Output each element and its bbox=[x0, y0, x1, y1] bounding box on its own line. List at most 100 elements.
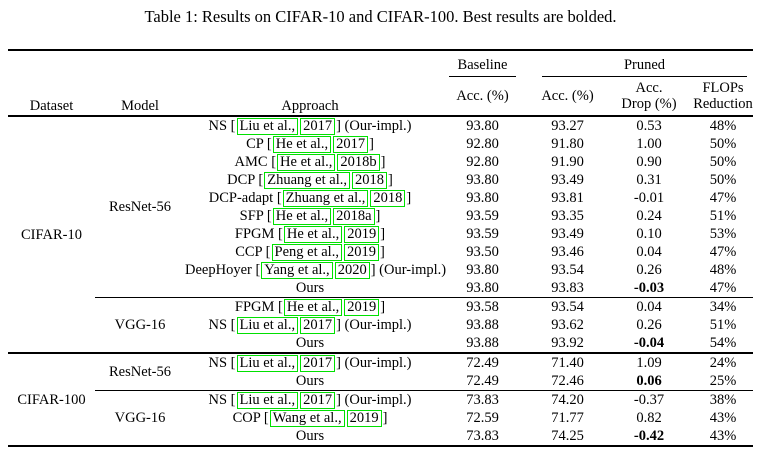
pruned-acc-cell: 93.35 bbox=[551, 208, 584, 224]
citation-author-link[interactable]: He et al., bbox=[272, 136, 332, 153]
citation-year-link[interactable]: 2018b bbox=[337, 154, 380, 171]
citation-author-link[interactable]: He et al., bbox=[283, 299, 343, 316]
baseline-acc-cell: 93.59 bbox=[466, 208, 499, 224]
acc-drop-cell: -0.42 bbox=[633, 428, 665, 444]
baseline-acc-cell: 72.59 bbox=[466, 410, 499, 426]
pruned-acc-cell: 71.77 bbox=[551, 410, 584, 426]
pruned-acc-cell: 93.81 bbox=[551, 190, 584, 206]
table-row: CP [He et al., 2017] 92.80 91.80 1.00 50% bbox=[8, 135, 753, 153]
table-row: DCP-adapt [Zhuang et al., 2018] 93.80 93.81… bbox=[8, 189, 753, 207]
acc-drop-cell: -0.01 bbox=[633, 190, 665, 206]
table-row: CIFAR-100 ResNet-56 NS [Liu et al., 2017] (… bbox=[8, 352, 754, 446]
flops-cell: 50% bbox=[709, 136, 737, 152]
citation-author-link[interactable]: Peng et al., bbox=[271, 244, 342, 261]
baseline-acc-cell: 73.83 bbox=[466, 428, 499, 444]
citation-author-link[interactable]: Liu et al., bbox=[236, 317, 299, 334]
baseline-acc-cell: 92.80 bbox=[466, 154, 499, 170]
approach-cell: AMC [He et al., 2018b] bbox=[234, 154, 386, 171]
dataset-cell: CIFAR-10 bbox=[21, 226, 82, 243]
citation-author-link[interactable]: Zhuang et al., bbox=[282, 190, 369, 207]
citation-year-link[interactable]: 2017 bbox=[300, 317, 336, 334]
citation-year-link[interactable]: 2018a bbox=[333, 208, 375, 225]
citation-author-link[interactable]: Zhuang et al., bbox=[264, 172, 350, 189]
pruned-acc-cell: 91.80 bbox=[551, 136, 584, 152]
citation-year-link[interactable]: 2018 bbox=[352, 172, 387, 189]
acc-drop-cell: -0.03 bbox=[633, 280, 665, 296]
approach-cell: Ours bbox=[295, 428, 325, 444]
acc-drop-cell: 0.26 bbox=[636, 262, 662, 278]
baseline-acc-cell: 93.58 bbox=[435, 297, 530, 316]
citation-year-link[interactable]: 2019 bbox=[343, 244, 379, 261]
flops-cell: 51% bbox=[709, 317, 737, 333]
citation-year-link[interactable]: 2020 bbox=[334, 262, 370, 279]
approach-cell: DCP [Zhuang et al., 2018] bbox=[227, 172, 393, 189]
approach-cell: CCP [Peng et al., 2019] bbox=[235, 244, 385, 261]
acc-drop-cell: -0.04 bbox=[633, 335, 665, 351]
table-row: FPGM [He et al., 2019] 93.59 93.49 0.10 53% bbox=[8, 225, 753, 243]
table-row: CCP [Peng et al., 2019] 93.50 93.46 0.04 47% bbox=[8, 243, 753, 261]
citation-year-link[interactable]: 2018 bbox=[370, 190, 406, 207]
approach-cell: FPGM [He et al., 2019] bbox=[185, 297, 435, 316]
citation-author-link[interactable]: Liu et al., bbox=[236, 355, 299, 372]
table-row: Ours 73.83 74.25 -0.42 43% bbox=[8, 427, 753, 446]
pruned-acc-cell: 74.25 bbox=[551, 428, 584, 444]
pruned-acc-cell: 71.40 bbox=[530, 352, 605, 372]
citation-author-link[interactable]: He et al., bbox=[272, 208, 332, 225]
approach-cell: Ours bbox=[295, 335, 325, 351]
col-header-approach: Approach bbox=[281, 98, 339, 114]
acc-drop-cell: 0.06 bbox=[636, 373, 662, 389]
flops-cell: 38% bbox=[693, 390, 754, 409]
flops-cell: 34% bbox=[693, 297, 754, 316]
table-caption: Table 1: Results on CIFAR-10 and CIFAR-1… bbox=[144, 7, 617, 26]
baseline-acc-cell: 93.50 bbox=[466, 244, 499, 260]
pruned-acc-cell: 72.46 bbox=[551, 373, 584, 389]
citation-author-link[interactable]: Liu et al., bbox=[236, 118, 299, 135]
table-body: CIFAR-10 ResNet-56 NS [Liu et al., 2017] (O… bbox=[8, 116, 754, 446]
approach-cell: NS [Liu et al., 2017] (Our-impl.) bbox=[208, 118, 412, 135]
acc-drop-cell: 0.90 bbox=[636, 154, 662, 170]
pruned-acc-cell: 93.54 bbox=[530, 297, 605, 316]
baseline-acc-cell: 93.59 bbox=[466, 226, 499, 242]
citation-author-link[interactable]: He et al., bbox=[277, 154, 336, 171]
citation-year-link[interactable]: 2017 bbox=[300, 355, 336, 372]
pruned-acc-cell: 93.46 bbox=[551, 244, 584, 260]
pruned-acc-cell: 91.90 bbox=[551, 154, 584, 170]
table-row: AMC [He et al., 2018b] 92.80 91.90 0.90 50% bbox=[8, 153, 753, 171]
baseline-acc-cell: 93.80 bbox=[466, 118, 499, 134]
citation-year-link[interactable]: 2017 bbox=[300, 392, 336, 409]
flops-cell: 54% bbox=[709, 335, 737, 351]
citation-author-link[interactable]: Yang et al., bbox=[261, 262, 333, 279]
acc-drop-cell: 0.26 bbox=[636, 317, 662, 333]
approach-cell: COP [Wang et al., 2019] bbox=[232, 410, 388, 427]
citation-author-link[interactable]: Wang et al., bbox=[269, 410, 345, 427]
pruned-acc-cell: 93.83 bbox=[551, 280, 584, 296]
model-cell: ResNet-56 bbox=[108, 199, 171, 215]
baseline-acc-cell: 92.80 bbox=[466, 136, 499, 152]
flops-cell: 25% bbox=[709, 373, 737, 389]
acc-drop-cell: 1.00 bbox=[636, 136, 662, 152]
citation-year-link[interactable]: 2017 bbox=[300, 118, 336, 135]
approach-cell: NS [Liu et al., 2017] (Our-impl.) bbox=[185, 390, 435, 409]
approach-cell: Ours bbox=[295, 373, 325, 389]
table-row: CIFAR-10 ResNet-56 NS [Liu et al., 2017] (O… bbox=[8, 116, 753, 243]
pruned-acc-cell: 74.20 bbox=[530, 390, 605, 409]
col-header-dataset: Dataset bbox=[29, 98, 74, 114]
flops-cell: 51% bbox=[709, 208, 737, 224]
table-row: NS [Liu et al., 2017] (Our-impl.) 93.88 93.… bbox=[8, 316, 753, 334]
citation-year-link[interactable]: 2019 bbox=[344, 299, 380, 316]
baseline-acc-cell: 93.88 bbox=[466, 335, 499, 351]
table-row: VGG-16 FPGM [He et al., 2019] 93.58 93.54 0.0… bbox=[8, 297, 754, 353]
acc-drop-cell: -0.37 bbox=[605, 390, 693, 409]
approach-cell: DeepHoyer [Yang et al., 2020] (Our-impl.) bbox=[185, 262, 447, 279]
approach-cell: FPGM [He et al., 2019] bbox=[234, 226, 386, 243]
citation-year-link[interactable]: 2019 bbox=[346, 410, 382, 427]
approach-cell: NS [Liu et al., 2017] (Our-impl.) bbox=[185, 352, 435, 372]
citation-year-link[interactable]: 2019 bbox=[344, 226, 380, 243]
acc-drop-cell: 0.31 bbox=[636, 172, 662, 188]
baseline-acc-cell: 93.88 bbox=[466, 317, 499, 333]
citation-author-link[interactable]: He et al., bbox=[283, 226, 343, 243]
pruned-acc-cell: 93.54 bbox=[551, 262, 584, 278]
citation-year-link[interactable]: 2017 bbox=[333, 136, 369, 153]
acc-drop-cell: 0.24 bbox=[636, 208, 662, 224]
citation-author-link[interactable]: Liu et al., bbox=[236, 392, 299, 409]
